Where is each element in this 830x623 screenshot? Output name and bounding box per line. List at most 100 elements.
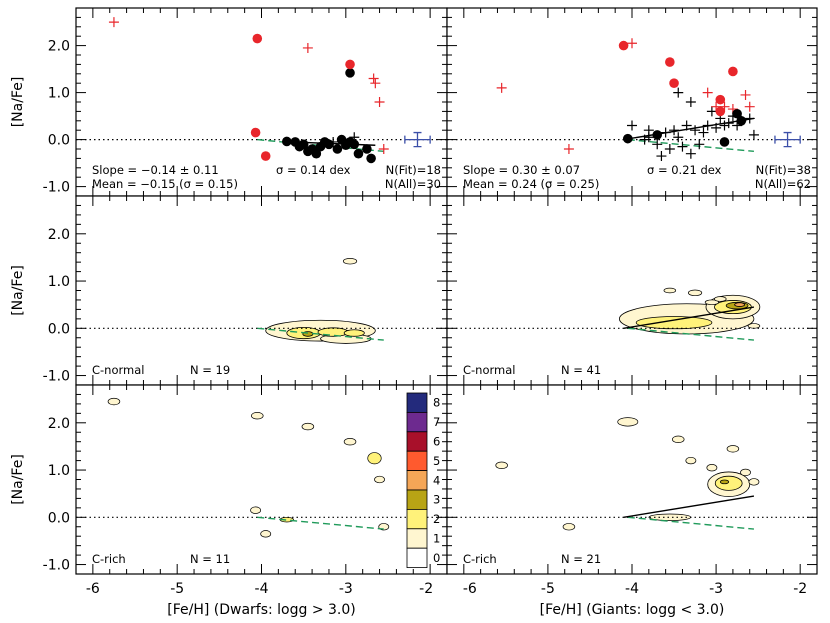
stats-n-all: N(All)=30	[385, 177, 441, 191]
x-tick-label: -6	[463, 581, 477, 597]
panel-label: C-normal	[463, 363, 515, 377]
colorbar-swatch-6	[406, 431, 428, 452]
colorbar-label: 5	[433, 454, 440, 468]
cnormal-plus-marker	[685, 148, 696, 159]
density-contour-level-2	[343, 329, 365, 337]
colorbar-label: 4	[433, 473, 440, 487]
stats-sigma: σ = 0.14 dex	[276, 163, 351, 177]
density-blob-level-1	[250, 506, 262, 514]
cnormal-plus-marker	[748, 129, 759, 140]
density-blob-level-1	[685, 456, 697, 465]
y-tick-label: 1.0	[48, 463, 70, 479]
panel-label: C-rich	[92, 552, 126, 566]
stats-n-fit: N(Fit)=38	[756, 163, 811, 177]
crich-point	[618, 40, 629, 51]
cnormal-point	[366, 153, 376, 164]
cnormal-plus-marker	[719, 120, 730, 131]
y-tick-label: 0.0	[48, 321, 70, 337]
crich-plus-marker	[370, 78, 381, 89]
dashed-trend-line	[257, 327, 384, 341]
x-tick-label: -3	[709, 581, 723, 597]
x-axis-label: [Fe/H] (Giants: logg < 3.0)	[540, 602, 725, 618]
stats-n-fit: N(Fit)=18	[386, 163, 441, 177]
panel-giants-cnormal: C-normal N = 41	[446, 195, 818, 386]
stats-sigma: σ = 0.21 dex	[647, 163, 722, 177]
crich-point	[665, 57, 675, 67]
density-contour-level-3	[719, 479, 730, 485]
y-axis-label: [Na/Fe]	[10, 77, 26, 128]
x-axis-label: [Fe/H] (Dwarfs: logg > 3.0)	[167, 602, 356, 618]
panel-background	[447, 385, 817, 574]
colorbar-swatch-1	[406, 528, 428, 549]
crich-point	[250, 127, 261, 138]
crich-point	[345, 59, 355, 70]
stats-slope: Slope = −0.14 ± 0.11	[92, 163, 219, 177]
dashed-trend-line	[627, 138, 754, 153]
y-tick-label: 0.0	[48, 133, 70, 149]
density-blob-level-1	[374, 475, 385, 484]
panel-n-label: N = 19	[190, 363, 230, 377]
crich-point	[715, 106, 726, 117]
x-tick-label: -2	[793, 581, 807, 597]
panel-frame	[446, 384, 818, 575]
crich-plus-marker	[496, 82, 507, 93]
x-tick-label: -5	[541, 581, 555, 597]
crich-plus-marker	[740, 89, 751, 100]
crich-point	[728, 66, 738, 77]
x-tick-label: -5	[170, 581, 184, 597]
x-tick-label: -4	[625, 581, 639, 597]
cnormal-point	[353, 148, 364, 159]
crich-plus-marker	[378, 144, 389, 154]
cnormal-point	[345, 68, 355, 78]
panel-giants-crich: C-rich N = 21 -6 -5 -4 -3 -2 [Fe/H] (Giants: lo…	[446, 384, 818, 618]
density-blob-level-1	[714, 296, 727, 302]
density-blob-level-1	[706, 464, 718, 472]
density-blob-level-1	[342, 258, 358, 265]
y-tick-label: 2.0	[48, 227, 70, 243]
density-contour-level-4	[734, 302, 746, 307]
cnormal-plus-marker	[652, 139, 663, 150]
crich-plus-marker	[374, 97, 385, 107]
fit-line	[623, 306, 755, 329]
cnormal-point	[332, 144, 343, 154]
cnormal-plus-marker	[677, 141, 688, 152]
crich-point	[260, 151, 271, 161]
colorbar-label: 7	[433, 415, 440, 429]
density-blob-level-1	[343, 438, 357, 446]
density-blob-level-1	[740, 468, 751, 477]
cnormal-plus-marker	[656, 151, 667, 162]
y-tick-label: -1.0	[43, 558, 70, 574]
density-blob-level-1	[251, 412, 264, 420]
density-blob-level-1	[260, 530, 272, 538]
crich-point	[715, 94, 726, 105]
cnormal-plus-marker	[706, 106, 717, 117]
y-tick-label: -1.0	[43, 180, 70, 196]
colorbar-label: 2	[433, 512, 440, 526]
error-bar	[774, 131, 801, 148]
cnormal-point	[732, 108, 742, 119]
crich-plus-marker	[108, 17, 119, 28]
density-blob-level-1	[562, 523, 576, 531]
cnormal-plus-marker	[643, 125, 654, 136]
cnormal-point	[341, 140, 351, 151]
colorbar-label: 0	[433, 551, 440, 565]
crich-plus-marker	[627, 38, 637, 49]
fit-line	[623, 495, 755, 518]
cnormal-point	[719, 137, 730, 147]
y-tick-label: 1.0	[48, 86, 70, 102]
density-blob-level-1	[704, 299, 719, 306]
panel-n-label: N = 21	[561, 552, 601, 566]
density-blob-level-1	[672, 435, 685, 443]
cnormal-plus-marker	[673, 87, 684, 98]
cnormal-point	[652, 130, 663, 140]
colorbar-label: 8	[433, 396, 440, 410]
cnormal-plus-marker	[685, 97, 696, 107]
colorbar: 8 7 6 5 4 3 2 1 0	[406, 392, 440, 569]
crich-plus-marker	[302, 42, 313, 53]
cnormal-plus-marker	[627, 120, 637, 131]
colorbar-swatch-8	[406, 392, 428, 413]
colorbar-swatch-4	[406, 470, 428, 491]
density-blob-level-1	[747, 323, 761, 329]
